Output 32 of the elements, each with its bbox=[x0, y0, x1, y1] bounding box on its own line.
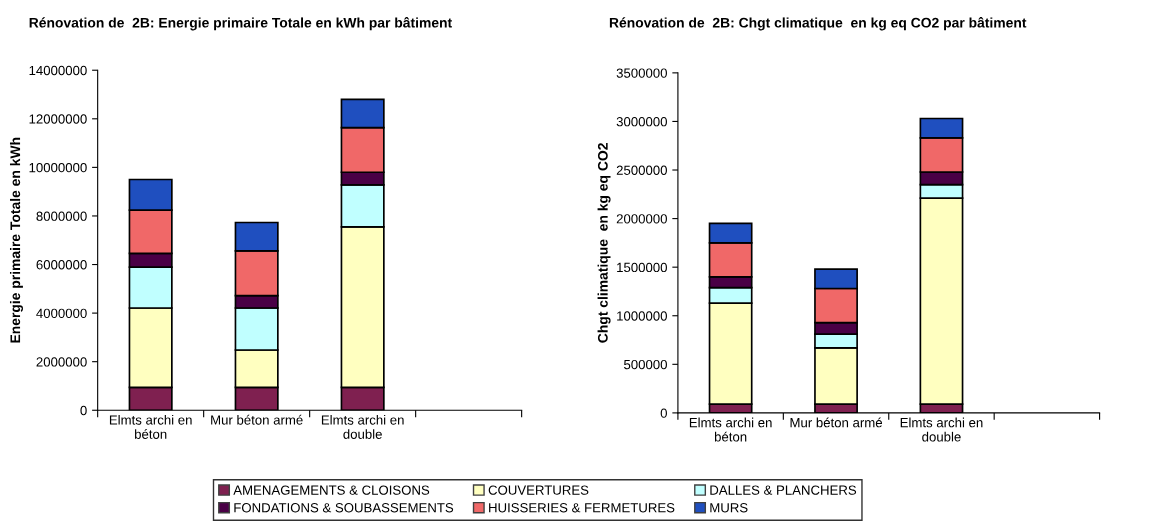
y-tick-label: 1000000 bbox=[617, 311, 667, 321]
y-tick-label: 3500000 bbox=[616, 68, 667, 78]
legend-label: HUISSERIES & FERMETURES bbox=[489, 503, 675, 513]
x-tick-label: Mur béton armé bbox=[790, 417, 883, 428]
y-axis-title: Energie primaire Totale en kWh bbox=[9, 137, 23, 343]
y-tick-label: 500000 bbox=[624, 359, 667, 370]
y-tick-label: 2000000 bbox=[36, 357, 87, 367]
legend-label: FONDATIONS & SOUBASSEMENTS bbox=[234, 503, 454, 513]
chart-title: Rénovation de 2B: Chgt climatique en kg eq CO2 par bâtiment bbox=[609, 17, 1027, 31]
y-tick-label: 10000000 bbox=[29, 162, 87, 173]
x-tick-label: Elmts archi en double bbox=[900, 417, 983, 442]
legend-label: MURS bbox=[710, 503, 748, 513]
y-axis-title: Chgt climatique en kg eq CO2 bbox=[597, 143, 611, 343]
legend-label: AMENAGEMENTS & CLOISONS bbox=[233, 485, 430, 495]
x-tick-label: Elmts archi en béton bbox=[689, 417, 772, 442]
x-tick-label: Elmts archi en double bbox=[321, 414, 404, 439]
y-tick-label: 0 bbox=[660, 408, 667, 418]
y-tick-label: 2000000 bbox=[616, 214, 667, 224]
y-tick-label: 0 bbox=[80, 405, 87, 416]
x-tick-label: Mur béton armé bbox=[211, 414, 303, 425]
y-tick-label: 14000000 bbox=[29, 65, 87, 76]
y-tick-label: 8000000 bbox=[36, 211, 87, 221]
y-tick-label: 1500000 bbox=[617, 262, 667, 273]
y-tick-label: 4000000 bbox=[36, 308, 87, 319]
y-tick-label: 3000000 bbox=[616, 117, 667, 127]
y-tick-label: 6000000 bbox=[36, 260, 87, 270]
y-tick-label: 2500000 bbox=[616, 165, 667, 175]
y-tick-label: 12000000 bbox=[29, 114, 87, 124]
legend-label: DALLES & PLANCHERS bbox=[710, 485, 857, 495]
x-tick-label: Elmts archi en béton bbox=[109, 414, 192, 439]
chart-title: Rénovation de 2B: Energie primaire Totale en kWh par bâtiment bbox=[29, 17, 452, 31]
legend-label: COUVERTURES bbox=[488, 485, 589, 495]
